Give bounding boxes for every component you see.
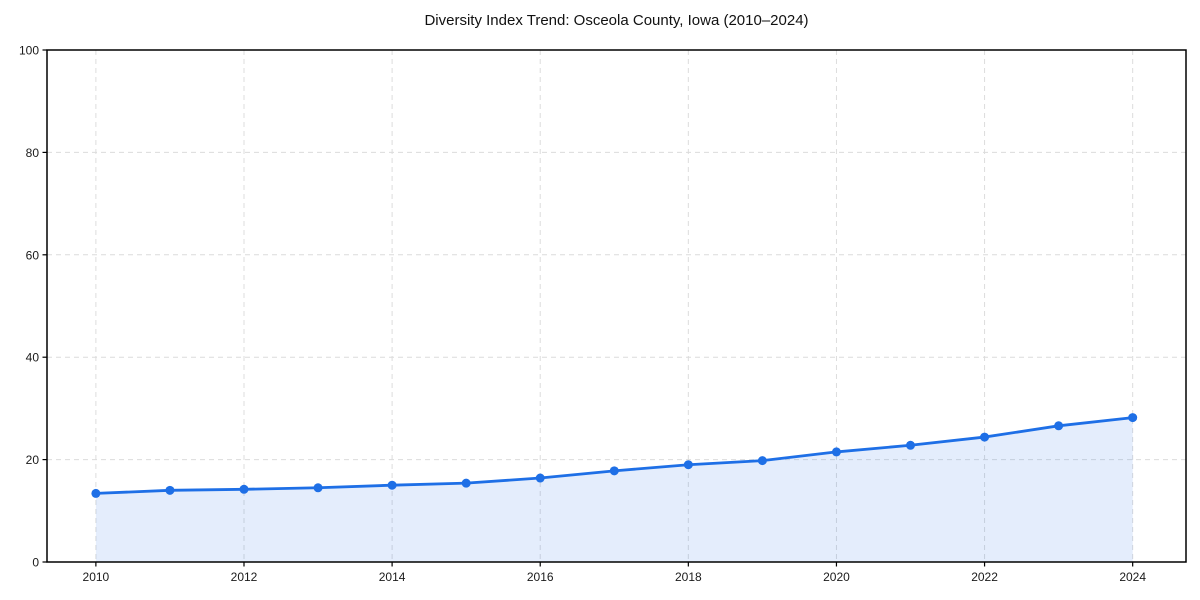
data-point-marker — [1054, 421, 1064, 431]
data-point-marker — [757, 456, 767, 466]
chart-title: Diversity Index Trend: Osceola County, I… — [424, 12, 809, 29]
x-axis-tick-label: 2010 — [83, 570, 110, 584]
data-point-marker — [387, 480, 397, 490]
x-axis-tick-label: 2014 — [379, 570, 406, 584]
x-axis-tick-label: 2020 — [823, 570, 850, 584]
data-point-marker — [980, 432, 990, 442]
x-axis-tick-label: 2024 — [1119, 570, 1146, 584]
data-point-marker — [535, 473, 545, 483]
y-axis-tick-label: 20 — [26, 453, 40, 467]
data-point-marker — [313, 483, 323, 493]
x-axis-tick-label: 2012 — [231, 570, 258, 584]
x-axis-tick-label: 2016 — [527, 570, 554, 584]
data-point-marker — [165, 485, 175, 495]
data-point-marker — [91, 488, 101, 498]
series-area-fill — [95, 417, 1133, 562]
data-point-marker — [609, 466, 619, 476]
data-point-marker — [239, 484, 249, 494]
y-axis-tick-label: 100 — [19, 44, 39, 58]
y-axis-tick-label: 60 — [26, 248, 40, 262]
data-point-marker — [1128, 413, 1138, 423]
plot-border — [46, 49, 1187, 563]
y-axis-tick-label: 40 — [26, 351, 40, 365]
data-point-marker — [461, 478, 471, 488]
x-axis-tick-label: 2022 — [971, 570, 998, 584]
x-axis-tick-label: 2018 — [675, 570, 702, 584]
y-axis-tick-label: 0 — [32, 556, 39, 570]
data-point-marker — [683, 460, 693, 470]
data-point-marker — [831, 447, 841, 457]
y-axis-tick-label: 80 — [26, 146, 40, 160]
data-point-marker — [906, 440, 916, 450]
